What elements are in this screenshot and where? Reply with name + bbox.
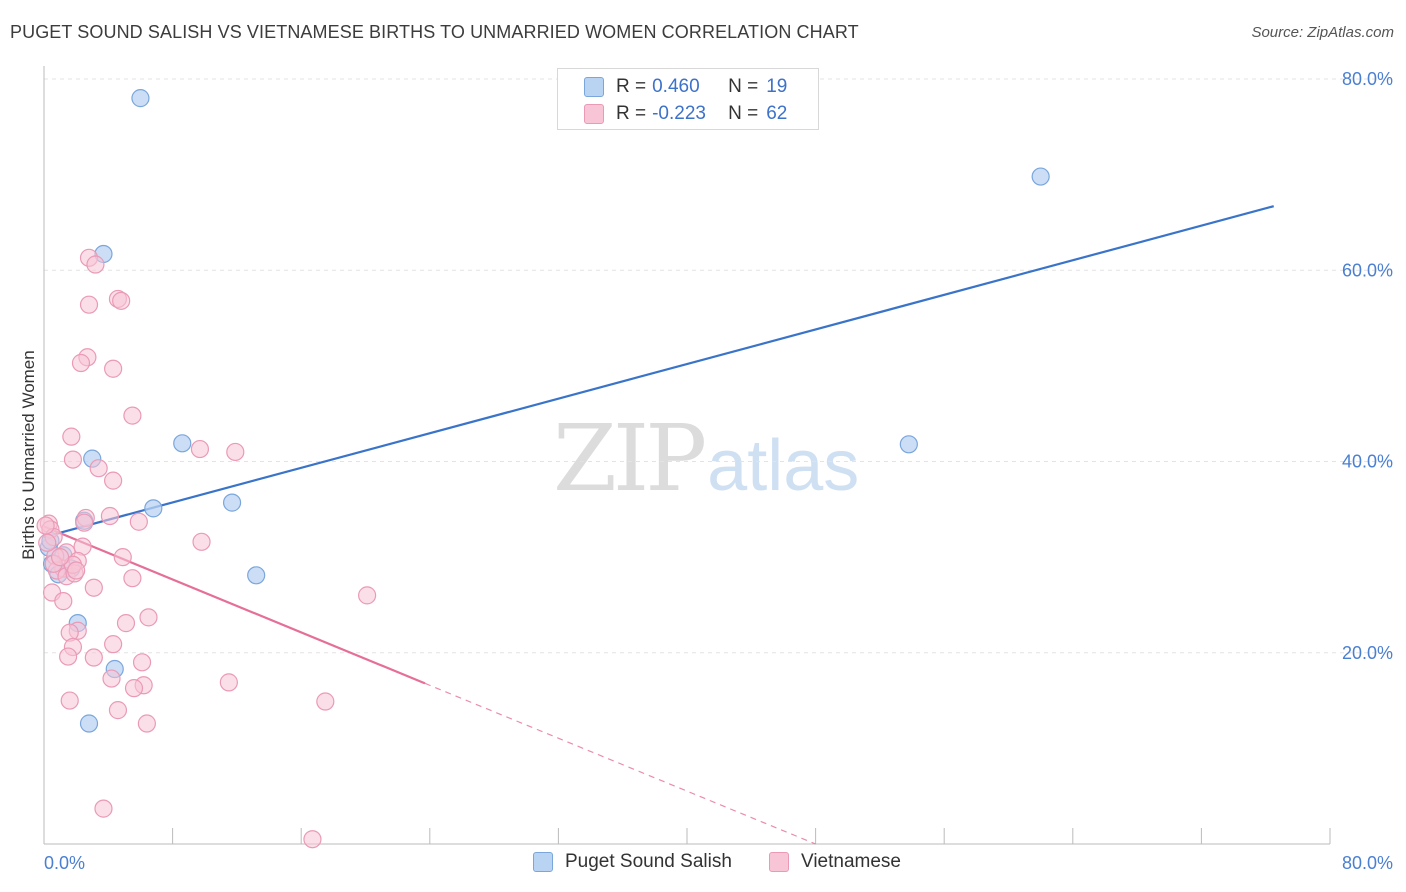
point-vietnamese	[63, 450, 83, 469]
source-label: Source: ZipAtlas.com	[1251, 24, 1394, 41]
point-vietnamese	[62, 427, 81, 446]
point-vietnamese	[316, 692, 335, 711]
point-puget-sound-salish	[222, 493, 242, 512]
point-vietnamese	[112, 291, 131, 310]
correlation-legend: R = 0.460 N = 19 R = -0.223 N = 62	[557, 68, 819, 130]
y-tick-label: 20.0%	[1342, 643, 1393, 663]
point-vietnamese	[84, 648, 103, 667]
legend-r-label: R =	[616, 103, 647, 124]
point-vietnamese	[50, 548, 70, 567]
point-vietnamese	[358, 586, 377, 605]
series-legend: Puget Sound Salish Vietnamese	[0, 851, 1406, 879]
point-vietnamese	[104, 471, 123, 490]
point-puget-sound-salish	[79, 714, 99, 733]
x-tick-label: 80.0%	[1342, 853, 1393, 873]
legend-label: Vietnamese	[801, 851, 901, 872]
point-vietnamese	[71, 353, 91, 373]
point-vietnamese	[116, 614, 136, 633]
legend-r-value: -0.223	[652, 103, 706, 124]
legend-swatch-pink	[769, 852, 789, 872]
point-vietnamese	[219, 673, 238, 692]
axes	[43, 66, 1331, 845]
point-vietnamese	[79, 295, 99, 314]
point-vietnamese	[123, 569, 142, 588]
point-vietnamese	[89, 459, 108, 478]
point-vietnamese	[129, 512, 148, 531]
trend-extension-vietnamese	[424, 682, 816, 845]
point-vietnamese	[123, 406, 142, 425]
point-vietnamese	[104, 359, 123, 378]
point-puget-sound-salish	[899, 435, 918, 454]
point-puget-sound-salish	[1031, 167, 1050, 186]
point-vietnamese	[59, 647, 78, 666]
point-vietnamese	[36, 516, 55, 535]
legend-n-label: N =	[728, 76, 759, 97]
legend-swatch-blue	[533, 852, 553, 872]
legend-row-blue: R = 0.460 N = 19	[616, 74, 787, 100]
point-vietnamese	[86, 255, 105, 274]
y-tick-label: 60.0%	[1342, 260, 1393, 280]
point-vietnamese	[139, 608, 158, 627]
data-points	[36, 89, 1050, 849]
point-puget-sound-salish	[247, 566, 266, 585]
x-tick-label: 0.0%	[44, 853, 85, 873]
point-puget-sound-salish	[131, 89, 150, 108]
point-puget-sound-salish	[173, 434, 192, 453]
point-vietnamese	[124, 679, 144, 698]
point-vietnamese	[303, 830, 322, 849]
legend-item-puget-sound-salish: Puget Sound Salish	[533, 851, 732, 873]
legend-r-value: 0.460	[652, 76, 700, 97]
legend-row-pink: R = -0.223 N = 62	[616, 101, 787, 127]
point-vietnamese	[38, 533, 57, 552]
point-vietnamese	[67, 561, 86, 580]
trend-lines	[43, 205, 1275, 845]
trend-line-vietnamese	[43, 525, 426, 685]
legend-label: Puget Sound Salish	[565, 851, 732, 872]
chart-title: PUGET SOUND SALISH VS VIETNAMESE BIRTHS …	[10, 22, 859, 42]
y-axis-label: Births to Unmarried Women	[19, 350, 38, 559]
legend-n-value: 19	[766, 76, 788, 97]
point-vietnamese	[113, 548, 132, 567]
legend-item-vietnamese: Vietnamese	[769, 851, 901, 873]
point-vietnamese	[54, 592, 73, 611]
point-vietnamese	[137, 714, 156, 733]
legend-r-label: R =	[616, 76, 647, 97]
point-vietnamese	[104, 635, 123, 654]
y-tick-label: 40.0%	[1342, 452, 1393, 472]
grid-lines	[44, 78, 1394, 654]
point-vietnamese	[94, 799, 113, 818]
point-puget-sound-salish	[144, 499, 163, 518]
point-vietnamese	[190, 439, 210, 459]
tick-labels: 20.0% 40.0% 60.0% 80.0% 0.0% 80.0%	[44, 69, 1393, 873]
point-vietnamese	[226, 442, 245, 462]
legend-swatch-blue	[584, 77, 604, 97]
point-vietnamese	[60, 691, 79, 710]
point-vietnamese	[132, 653, 152, 672]
point-vietnamese	[100, 506, 120, 526]
legend-swatch-pink	[584, 104, 604, 124]
point-vietnamese	[108, 701, 128, 720]
point-vietnamese	[102, 669, 121, 688]
point-vietnamese	[84, 578, 103, 597]
legend-n-value: 62	[766, 103, 788, 124]
point-vietnamese	[192, 532, 211, 551]
legend-n-label: N =	[728, 103, 759, 124]
y-tick-label: 80.0%	[1342, 69, 1393, 89]
point-vietnamese	[75, 513, 94, 532]
trend-line-puget-sound-salish	[43, 205, 1275, 539]
